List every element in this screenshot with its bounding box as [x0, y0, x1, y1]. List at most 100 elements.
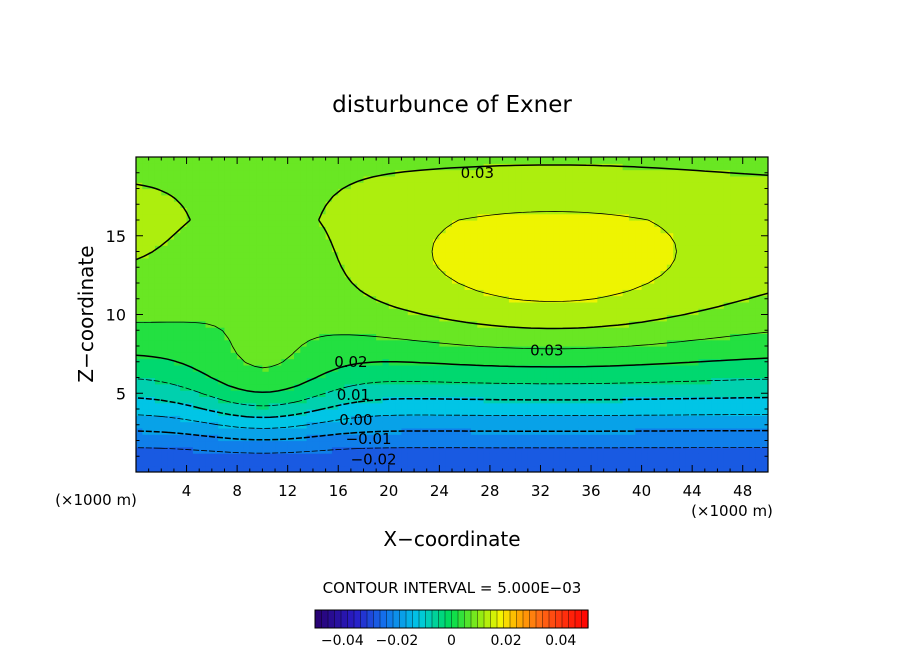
heat-cell — [610, 295, 617, 303]
heat-cell — [369, 327, 377, 334]
heat-cell — [730, 226, 737, 234]
heat-cell — [540, 377, 548, 385]
heat-cell — [287, 364, 295, 372]
heat-cell — [553, 377, 561, 385]
heat-cell — [527, 346, 535, 353]
heat-cell — [591, 276, 598, 284]
heat-cell — [578, 232, 586, 240]
heat-cell — [395, 434, 403, 442]
heat-cell — [603, 276, 611, 284]
heat-cell — [559, 194, 567, 202]
heat-cell — [369, 339, 377, 347]
heat-cell — [211, 402, 219, 410]
heat-cell — [300, 182, 308, 190]
heat-cell — [414, 421, 421, 429]
heat-cell — [420, 226, 428, 234]
heat-cell — [496, 301, 504, 309]
heat-cell — [711, 157, 719, 164]
heat-cell — [635, 175, 643, 183]
heat-cell — [331, 339, 339, 347]
heat-cell — [685, 308, 693, 316]
heat-cell — [433, 220, 440, 227]
heat-cell — [230, 163, 238, 171]
heat-cell — [395, 415, 403, 423]
heat-cell — [433, 289, 440, 297]
heat-cell — [483, 440, 491, 448]
heat-cell — [591, 201, 598, 208]
heat-cell — [186, 226, 194, 234]
heat-cell — [199, 289, 207, 297]
heat-cell — [502, 314, 510, 322]
heat-cell — [502, 465, 510, 472]
heat-cell — [641, 283, 649, 290]
heat-cell — [173, 390, 181, 397]
heat-cell — [173, 188, 181, 196]
heat-cell — [704, 371, 712, 379]
heat-cell — [154, 220, 162, 227]
heat-cell — [628, 377, 636, 385]
heat-cell — [382, 339, 390, 347]
heat-cell — [736, 320, 744, 328]
heat-cell — [458, 377, 466, 385]
heat-cell — [483, 283, 491, 290]
heat-cell — [256, 175, 263, 183]
heat-cell — [496, 352, 504, 360]
heat-cell — [477, 358, 485, 366]
heat-cell — [218, 390, 226, 397]
heat-cell — [249, 157, 257, 164]
heat-cell — [287, 371, 295, 379]
heat-cell — [565, 377, 573, 385]
heat-cell — [489, 352, 497, 360]
heat-cell — [338, 232, 346, 240]
heat-cell — [673, 175, 681, 183]
heat-cell — [281, 226, 289, 234]
heat-cell — [685, 402, 693, 410]
heat-cell — [515, 409, 523, 416]
heat-cell — [401, 434, 409, 442]
heat-cell — [452, 220, 459, 227]
heat-cell — [312, 257, 320, 265]
heat-cell — [237, 453, 245, 460]
heat-cell — [458, 415, 466, 423]
heat-cell — [161, 327, 169, 334]
heat-cell — [445, 188, 453, 196]
heat-cell — [331, 295, 339, 303]
heat-cell — [742, 352, 750, 360]
heat-cell — [192, 453, 200, 460]
heat-cell — [540, 421, 548, 429]
heat-cell — [685, 232, 693, 240]
heat-cell — [287, 346, 295, 353]
heat-cell — [628, 283, 636, 290]
heat-cell — [483, 308, 491, 316]
heat-cell — [243, 352, 251, 360]
heat-cell — [173, 232, 181, 240]
heat-cell — [458, 383, 466, 391]
heat-cell — [559, 251, 567, 259]
heat-cell — [445, 314, 453, 322]
heat-cell — [306, 415, 314, 423]
heat-cell — [230, 232, 238, 240]
heat-cell — [237, 421, 245, 429]
heat-cell — [407, 415, 415, 423]
heat-cell — [635, 440, 643, 448]
heat-cell — [502, 232, 510, 240]
heat-cell — [300, 201, 308, 208]
heat-cell — [483, 175, 491, 183]
heat-cell — [647, 459, 655, 467]
heat-cell — [660, 327, 668, 334]
heat-cell — [584, 383, 592, 391]
heat-cell — [148, 289, 156, 297]
heat-cell — [452, 308, 459, 316]
heat-cell — [749, 358, 756, 366]
heat-cell — [647, 289, 655, 297]
heat-cell — [426, 320, 434, 328]
heat-cell — [534, 415, 542, 423]
heat-cell — [439, 465, 447, 472]
heat-cell — [483, 201, 491, 208]
heat-cell — [161, 245, 169, 253]
heat-cell — [736, 175, 744, 183]
heat-cell — [357, 257, 365, 265]
heat-cell — [603, 201, 611, 208]
heat-cell — [521, 289, 529, 297]
heat-cell — [173, 333, 181, 341]
